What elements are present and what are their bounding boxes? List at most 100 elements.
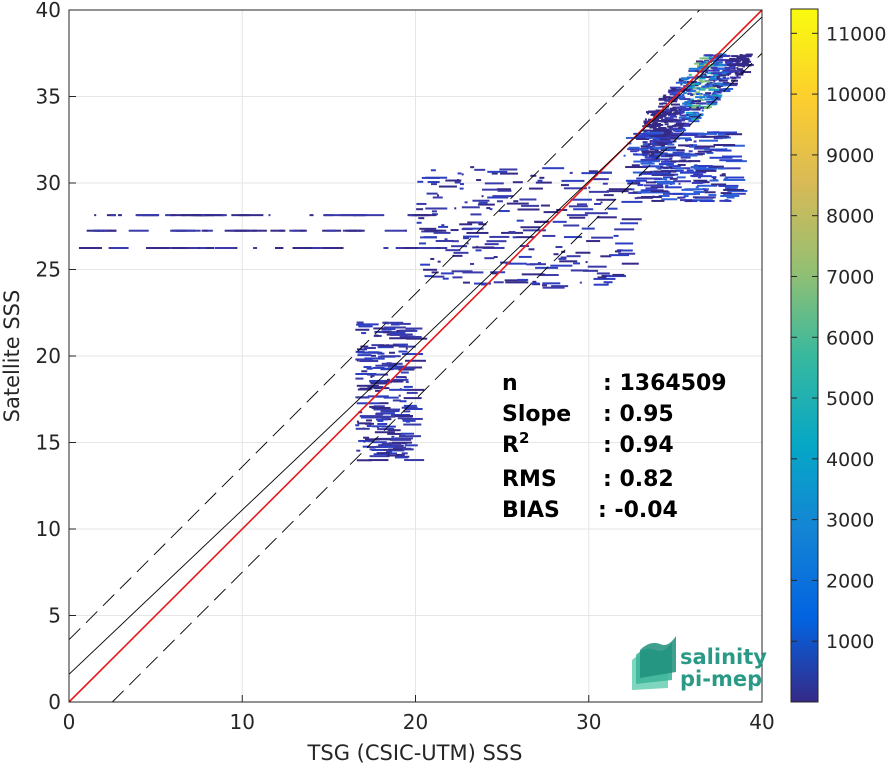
density-cell (663, 119, 675, 122)
density-cell (680, 124, 691, 127)
density-cell (402, 447, 412, 450)
density-cell (466, 231, 489, 234)
density-cell (671, 96, 680, 99)
density-cell (630, 150, 638, 153)
density-cell (253, 247, 258, 250)
density-cell (662, 176, 673, 179)
density-cell (682, 91, 687, 94)
density-cell (653, 136, 669, 139)
density-cell (670, 103, 680, 106)
density-cell (726, 64, 738, 67)
density-cell (699, 200, 715, 203)
density-cell (710, 76, 716, 79)
density-cell (661, 120, 669, 123)
density-cell (615, 242, 634, 245)
density-cell (370, 354, 376, 357)
density-cell (684, 138, 692, 141)
density-cell (404, 359, 426, 362)
density-cell (705, 92, 712, 95)
density-cell (248, 214, 264, 217)
density-cell (377, 346, 394, 349)
density-cell (401, 417, 423, 420)
density-cell (735, 58, 739, 61)
density-cell (644, 156, 660, 159)
density-cell (698, 176, 702, 179)
density-cell (736, 57, 743, 60)
density-cell (685, 139, 688, 142)
density-cell (508, 231, 516, 234)
density-cell (650, 190, 669, 193)
density-cell (673, 112, 681, 115)
density-cell (721, 173, 726, 176)
density-cell (404, 229, 407, 232)
colorbar-tick-label: 10000 (826, 84, 886, 106)
density-cell (165, 247, 176, 250)
density-cell (438, 225, 449, 228)
density-cell (721, 77, 728, 80)
density-cell (737, 69, 745, 72)
density-cell (709, 156, 733, 159)
density-cell (661, 130, 672, 133)
density-cell (727, 77, 730, 80)
colorbar-tick-label: 2000 (826, 570, 874, 592)
density-cell (687, 92, 692, 95)
density-cell (644, 131, 665, 134)
density-cell (432, 196, 443, 199)
density-cell (377, 419, 384, 422)
density-cell (384, 452, 398, 455)
density-cell (669, 107, 677, 110)
density-cell (664, 148, 675, 151)
density-cell (558, 257, 567, 260)
density-cell (373, 405, 385, 408)
density-cell (93, 229, 109, 232)
density-cell (710, 72, 722, 75)
density-cell (94, 214, 97, 217)
density-cell (470, 213, 482, 216)
density-cell (386, 454, 402, 457)
density-cell (688, 160, 701, 163)
density-cell (172, 247, 187, 250)
density-cell (688, 98, 694, 101)
density-cell (677, 163, 686, 166)
lower-bound-line (111, 52, 763, 703)
density-cell (676, 106, 687, 109)
density-cell (383, 247, 389, 250)
density-cell (310, 247, 320, 250)
density-cell (652, 121, 658, 124)
density-cell (649, 139, 671, 142)
density-cell (718, 67, 725, 70)
density-cell (724, 70, 733, 73)
density-cell (709, 101, 718, 104)
density-cell (658, 163, 674, 166)
density-cell (712, 94, 723, 97)
density-cell (505, 262, 527, 265)
density-cell (675, 122, 686, 125)
density-cell (717, 75, 720, 78)
density-cell (705, 60, 709, 63)
density-cell (470, 262, 475, 265)
density-cell (581, 172, 597, 175)
density-cell (686, 169, 694, 172)
density-cell (662, 138, 671, 141)
density-cell (376, 445, 395, 448)
density-cell (529, 263, 546, 266)
density-cell (486, 207, 491, 210)
density-cell (521, 273, 545, 276)
density-cell (395, 376, 401, 379)
density-cell (657, 114, 667, 117)
density-cell (461, 206, 480, 209)
density-cell (454, 181, 461, 184)
density-cell (539, 274, 559, 277)
colorbar-tick-label: 3000 (826, 510, 874, 532)
density-cell (662, 112, 671, 115)
density-cell (596, 216, 617, 219)
density-cell (650, 148, 657, 151)
density-cell (459, 223, 473, 226)
density-cell (674, 123, 684, 126)
density-cell (563, 236, 582, 239)
density-cell (583, 269, 599, 272)
density-cell (390, 333, 413, 336)
density-cell (477, 203, 495, 206)
density-cell (693, 179, 708, 182)
density-cell (674, 153, 683, 156)
